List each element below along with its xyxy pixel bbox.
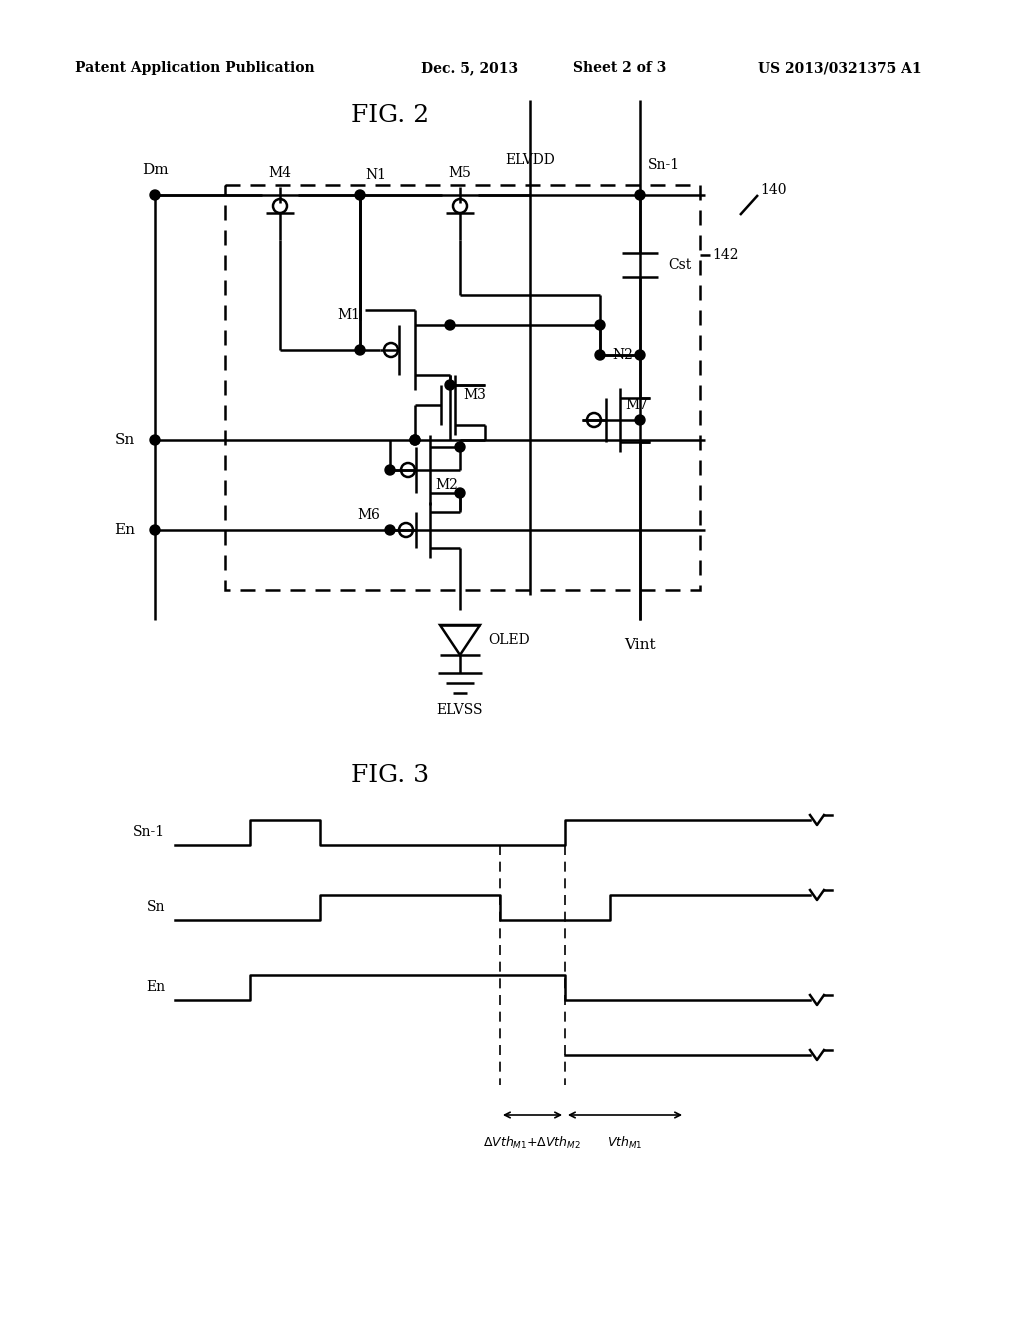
Circle shape [445,380,455,389]
Text: US 2013/0321375 A1: US 2013/0321375 A1 [758,61,922,75]
Text: Sn-1: Sn-1 [648,158,680,172]
Circle shape [635,414,645,425]
Text: M4: M4 [268,166,292,180]
Text: N2: N2 [612,348,633,362]
Circle shape [595,319,605,330]
Text: FIG. 2: FIG. 2 [351,103,429,127]
Circle shape [410,436,420,445]
Text: Patent Application Publication: Patent Application Publication [75,61,314,75]
Circle shape [385,525,395,535]
Text: $Vth_{M1}$: $Vth_{M1}$ [607,1135,643,1151]
Text: ELVSS: ELVSS [437,704,483,717]
Text: M1: M1 [337,308,360,322]
Circle shape [445,319,455,330]
Text: M6: M6 [357,508,380,521]
Circle shape [455,488,465,498]
Circle shape [635,350,645,360]
Text: Sn: Sn [115,433,135,447]
Circle shape [355,345,365,355]
Text: Cst: Cst [668,257,691,272]
Circle shape [150,436,160,445]
Circle shape [150,525,160,535]
Text: Dm: Dm [141,162,168,177]
Text: Dec. 5, 2013: Dec. 5, 2013 [422,61,518,75]
Bar [225,185,700,590]
Circle shape [410,436,420,445]
Text: Sn-1: Sn-1 [133,825,165,840]
Circle shape [150,190,160,201]
Text: M3: M3 [463,388,485,403]
Text: OLED: OLED [488,634,529,647]
Text: 140: 140 [760,183,786,197]
Circle shape [355,190,365,201]
Text: Vint: Vint [625,638,655,652]
Text: FIG. 3: FIG. 3 [351,763,429,787]
Text: Sheet 2 of 3: Sheet 2 of 3 [573,61,667,75]
Text: Sn: Sn [146,900,165,913]
Circle shape [455,442,465,451]
Text: M5: M5 [449,166,471,180]
Text: M7: M7 [625,399,648,412]
Text: En: En [145,979,165,994]
Circle shape [385,465,395,475]
Circle shape [635,190,645,201]
Text: M2: M2 [435,478,458,492]
Text: N1: N1 [365,168,386,182]
Text: En: En [114,523,135,537]
Text: 142: 142 [712,248,738,261]
Text: ELVDD: ELVDD [505,153,555,168]
Text: $\Delta Vth_{M1}$$+\Delta Vth_{M2}$: $\Delta Vth_{M1}$$+\Delta Vth_{M2}$ [483,1135,581,1151]
Circle shape [595,350,605,360]
